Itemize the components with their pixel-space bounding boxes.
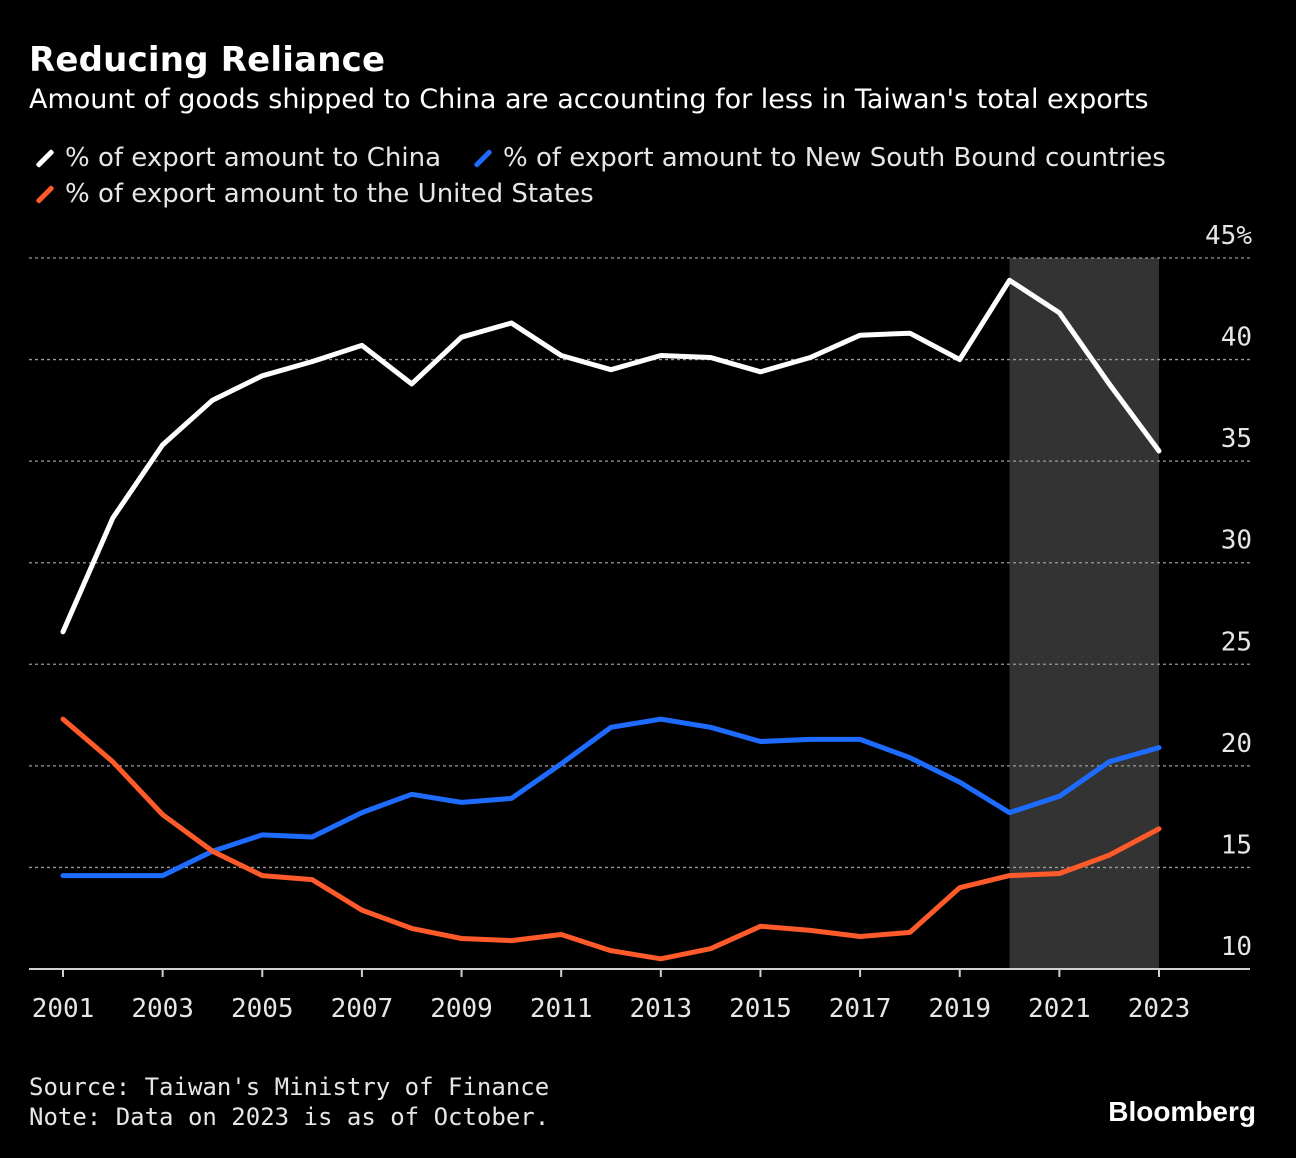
legend-label-new-south-bound: % of export amount to New South Bound co… xyxy=(503,143,1166,173)
legend: % of export amount to China % of export … xyxy=(29,140,1269,212)
x-tick-label: 2015 xyxy=(729,994,792,1024)
series-line-new-south-bound xyxy=(60,716,1162,879)
x-tick-label: 2017 xyxy=(829,994,892,1024)
y-tick-label: 45% xyxy=(1205,221,1252,251)
shaded-region xyxy=(1009,258,1159,969)
y-tick-label: 25 xyxy=(1221,627,1252,657)
x-tick-label: 2005 xyxy=(231,994,294,1024)
chart-subtitle: Amount of goods shipped to China are acc… xyxy=(29,84,1149,115)
bloomberg-logo: Bloomberg xyxy=(1108,1096,1256,1127)
x-tick-label: 2023 xyxy=(1128,994,1191,1024)
y-tick-label: 10 xyxy=(1221,932,1252,962)
x-tick-label: 2001 xyxy=(32,994,95,1024)
source-note: Source: Taiwan's Ministry of Finance xyxy=(29,1073,550,1101)
legend-item-united-states: % of export amount to the United States xyxy=(29,179,594,209)
x-tick-label: 2007 xyxy=(331,994,394,1024)
legend-item-new-south-bound: % of export amount to New South Bound co… xyxy=(467,143,1166,173)
x-tick-label: 2009 xyxy=(430,994,493,1024)
legend-label-china: % of export amount to China xyxy=(65,143,441,173)
x-tick-label: 2021 xyxy=(1028,994,1091,1024)
x-tick-label: 2019 xyxy=(928,994,991,1024)
y-tick-label: 20 xyxy=(1221,729,1252,759)
y-tick-label: 15 xyxy=(1221,830,1252,860)
x-tick-label: 2003 xyxy=(131,994,194,1024)
x-tick-label: 2011 xyxy=(530,994,593,1024)
legend-label-united-states: % of export amount to the United States xyxy=(65,179,594,209)
series-line-china xyxy=(60,277,1162,635)
y-tick-label: 40 xyxy=(1221,323,1252,353)
legend-row-2: % of export amount to the United States xyxy=(29,176,1269,212)
legend-row-1: % of export amount to China % of export … xyxy=(29,140,1269,176)
series-line-united-states xyxy=(60,716,1162,962)
chart-title: Reducing Reliance xyxy=(29,40,386,80)
x-tick-label: 2013 xyxy=(630,994,693,1024)
y-tick-label: 30 xyxy=(1221,526,1252,556)
legend-item-china: % of export amount to China xyxy=(29,143,441,173)
data-note: Note: Data on 2023 is as of October. xyxy=(29,1103,550,1131)
y-tick-label: 35 xyxy=(1221,424,1252,454)
